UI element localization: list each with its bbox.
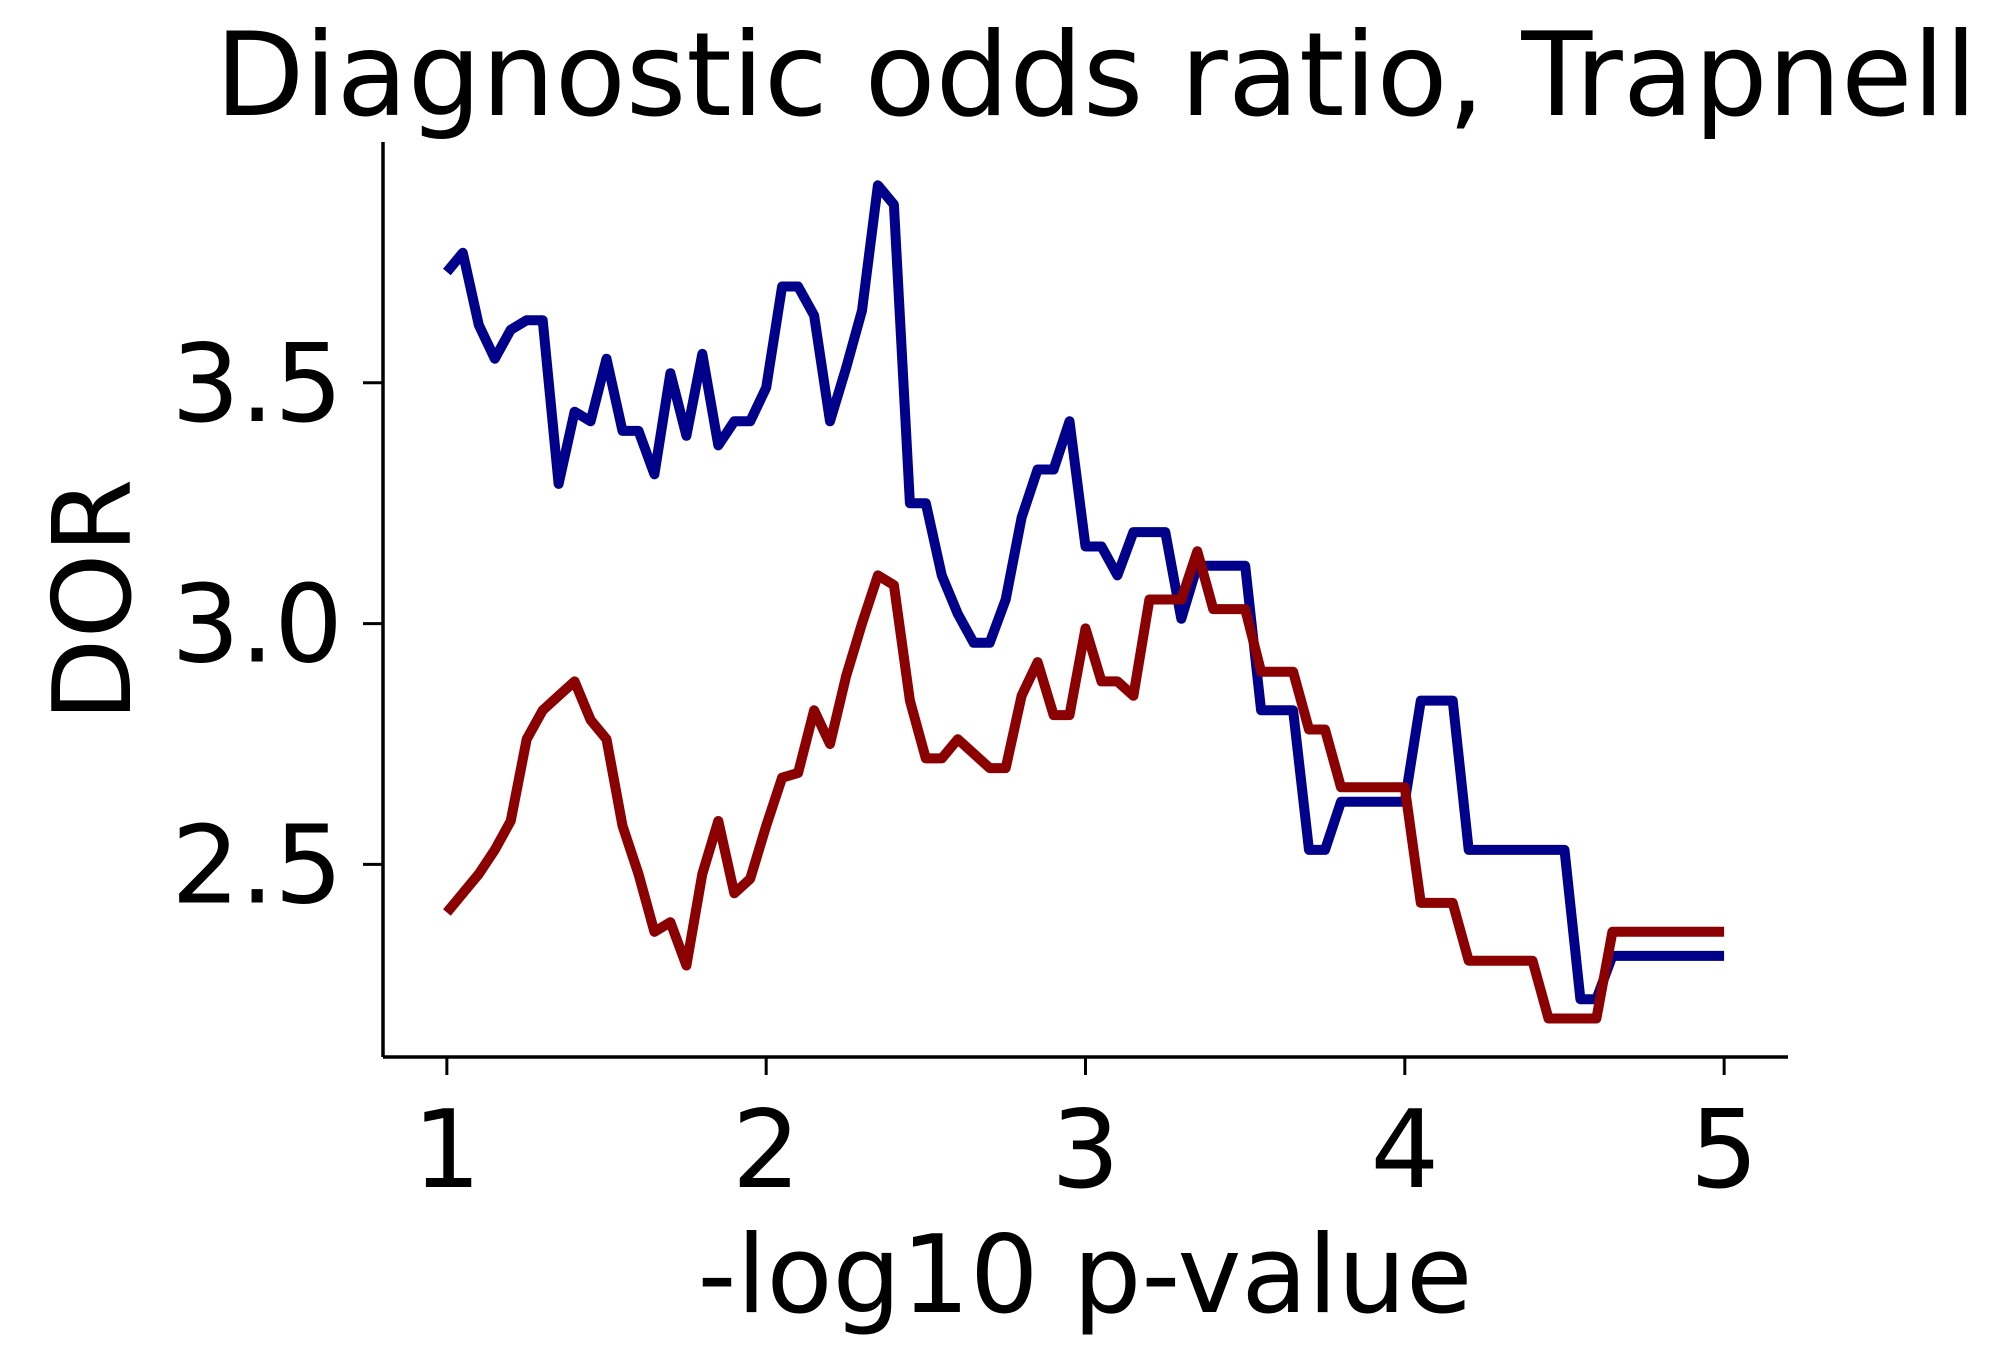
x-tick-label: 1 [413,1088,482,1213]
y-tick-label: 3.5 [171,322,343,447]
series-line-2 [443,546,1725,1024]
chart-title: Diagnostic odds ratio, Trapnell [215,8,1977,143]
x-ticks: 1 2 3 4 5 [413,1057,1759,1213]
series-layer [443,180,1725,1024]
x-tick-label: 4 [1370,1088,1439,1213]
x-tick-label: 2 [732,1088,801,1213]
y-tick-label: 2.5 [171,803,343,928]
x-axis-label: -log10 p-value [698,1213,1473,1338]
series-line-1 [443,180,1725,1005]
y-tick-label: 3.0 [171,563,343,688]
x-tick-label: 5 [1690,1088,1759,1213]
x-tick-label: 3 [1051,1088,1120,1213]
y-axis-label: DOR [31,478,156,721]
plot-area: 1 2 3 4 5 2.5 3.0 3.5 [171,142,1788,1213]
y-ticks: 2.5 3.0 3.5 [171,322,383,928]
